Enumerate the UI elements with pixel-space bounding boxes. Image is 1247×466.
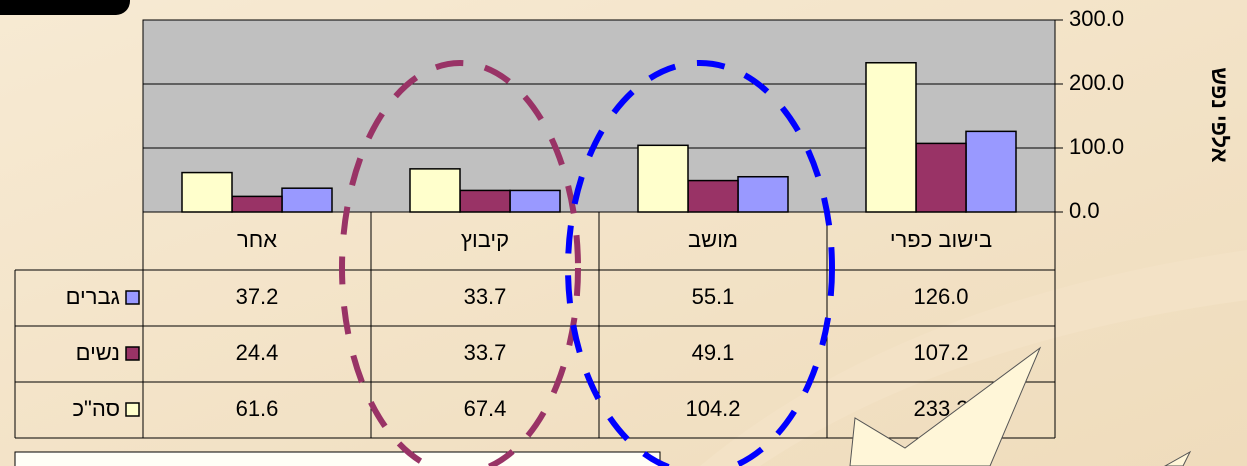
callout xyxy=(849,346,1042,466)
bar xyxy=(281,187,333,213)
x-tick-label: אחר xyxy=(237,227,277,252)
legend-swatch xyxy=(125,402,140,417)
bar xyxy=(687,179,739,213)
table-value: 24.4 xyxy=(236,340,279,365)
table-value: 67.4 xyxy=(464,396,507,421)
y-tick-label: 300.0 xyxy=(1069,6,1124,31)
x-tick-label: בישוב כפרי xyxy=(890,227,992,252)
table-value: 33.7 xyxy=(464,340,507,365)
y-tick-label: 0.0 xyxy=(1069,198,1100,223)
legend-label: נשים xyxy=(76,340,120,365)
y-tick-label: 200.0 xyxy=(1069,70,1124,95)
table-value: 37.2 xyxy=(236,284,279,309)
table-value: 55.1 xyxy=(692,284,735,309)
highlight-ellipse xyxy=(339,60,581,466)
decoration xyxy=(700,250,1247,466)
bar xyxy=(737,175,789,213)
y-tick-label: 100.0 xyxy=(1069,134,1124,159)
text-box xyxy=(14,451,661,466)
callout xyxy=(1163,450,1192,466)
bar xyxy=(915,142,967,213)
y-axis-label: אלפי נפש xyxy=(1207,67,1232,162)
x-tick-label: קיבוץ xyxy=(461,227,509,252)
legend-swatch xyxy=(125,346,140,361)
corner-box xyxy=(0,0,130,15)
table-value: 107.2 xyxy=(913,340,968,365)
legend-label: סה"כ xyxy=(72,396,120,421)
bar xyxy=(181,171,233,213)
table-value: 61.6 xyxy=(236,396,279,421)
bar xyxy=(637,144,689,213)
legend-swatch xyxy=(125,290,140,305)
bar xyxy=(409,168,461,213)
bar xyxy=(509,189,561,213)
x-tick-label: מושב xyxy=(688,227,738,252)
table-value: 49.1 xyxy=(692,340,735,365)
legend-label: גברים xyxy=(66,284,120,309)
bar xyxy=(459,189,511,213)
highlight-ellipse xyxy=(565,60,835,466)
bar xyxy=(865,62,917,213)
table-value: 33.7 xyxy=(464,284,507,309)
bar xyxy=(231,195,283,213)
table-value: 104.2 xyxy=(685,396,740,421)
bar xyxy=(965,130,1017,213)
table-value: 126.0 xyxy=(913,284,968,309)
